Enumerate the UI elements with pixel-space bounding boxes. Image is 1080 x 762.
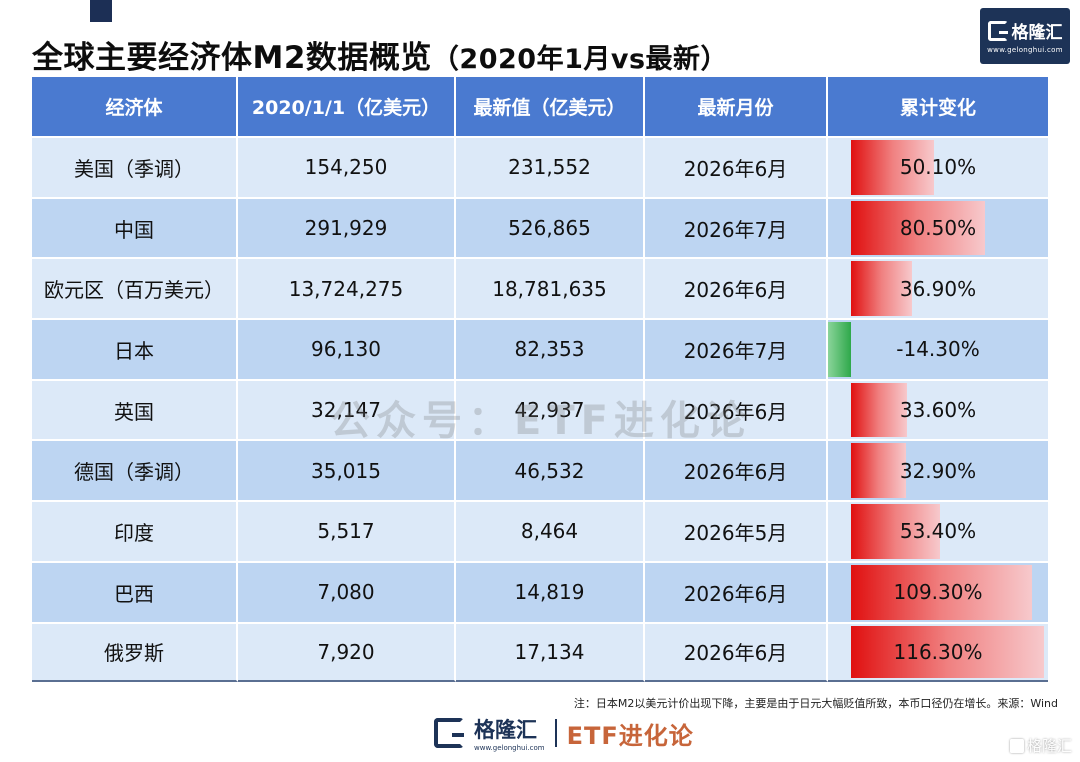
table-cell-economy: 俄罗斯 — [32, 621, 238, 683]
title-sub: （2020年1月vs最新） — [431, 44, 729, 75]
table-cell-change: 50.10% — [828, 136, 1048, 197]
table-row: 印度 5,517 8,464 2026年5月 53.40% — [32, 500, 1048, 561]
table-cell-latest: 14,819 — [456, 560, 645, 622]
table-cell-month: 2026年6月 — [645, 257, 828, 319]
table-row: 中国 291,929 526,865 2026年7月 80.50% — [32, 196, 1048, 258]
table-cell-month: 2026年7月 — [645, 318, 828, 379]
change-value: 53.40% — [899, 519, 977, 544]
corner-watermark: 格隆汇 — [1009, 735, 1072, 756]
table-row: 俄罗斯 7,920 17,134 2026年6月 116.30% — [32, 621, 1048, 683]
bottom-logo-url: www.gelonghui.com — [474, 744, 545, 752]
change-value: 116.30% — [893, 639, 983, 664]
table-header-row: 经济体 2020/1/1（亿美元） 最新值（亿美元） 最新月份 累计变化 — [32, 77, 1048, 136]
table-cell-base: 7,920 — [238, 621, 456, 683]
change-bar — [851, 200, 985, 256]
table-row: 美国（季调） 154,250 231,552 2026年6月 50.10% — [32, 136, 1048, 197]
table-cell-latest: 526,865 — [456, 196, 645, 258]
change-bar — [851, 504, 940, 559]
table-cell-economy: 德国（季调） — [32, 439, 238, 501]
table-cell-base: 5,517 — [238, 500, 456, 561]
corner-watermark-text: 格隆汇 — [1026, 737, 1072, 755]
table-cell-latest: 17,134 — [456, 621, 645, 683]
change-bar — [851, 382, 907, 438]
table-cell-base: 32,147 — [238, 378, 456, 440]
channel-name: ETF进化论 — [566, 721, 694, 750]
change-value: 109.30% — [893, 580, 983, 605]
table-cell-latest: 18,781,635 — [456, 257, 645, 319]
table-cell-economy: 英国 — [32, 378, 238, 440]
top-logo: 格隆汇 www.gelonghui.com — [980, 8, 1070, 64]
logo-divider — [554, 719, 557, 747]
column-header: 累计变化 — [828, 77, 1048, 136]
change-bar — [851, 625, 1044, 679]
table-cell-latest: 82,353 — [456, 318, 645, 379]
column-header: 最新值（亿美元） — [456, 77, 645, 136]
table-row: 英国 32,147 42,937 2026年6月 33.60% — [32, 378, 1048, 440]
table-cell-base: 13,724,275 — [238, 257, 456, 319]
table-cell-latest: 46,532 — [456, 439, 645, 501]
corner-tab-decoration — [90, 0, 112, 22]
table-cell-change: 32.90% — [828, 439, 1048, 501]
table-cell-change: 36.90% — [828, 257, 1048, 319]
table-cell-economy: 日本 — [32, 318, 238, 379]
change-value: 32.90% — [899, 458, 977, 483]
table-cell-economy: 中国 — [32, 196, 238, 258]
table-row: 欧元区（百万美元） 13,724,275 18,781,635 2026年6月 36.9… — [32, 257, 1048, 319]
table-cell-month: 2026年6月 — [645, 136, 828, 197]
table-cell-economy: 欧元区（百万美元） — [32, 257, 238, 319]
bottom-logo-brand: 格隆汇 — [474, 718, 537, 742]
table-cell-economy: 印度 — [32, 500, 238, 561]
table-cell-month: 2026年6月 — [645, 378, 828, 440]
change-bar — [851, 564, 1033, 620]
table-cell-latest: 42,937 — [456, 378, 645, 440]
bottom-logo: 格隆汇 www.gelonghui.com ETF进化论 — [434, 714, 694, 752]
table-cell-change: 33.60% — [828, 378, 1048, 440]
change-bar — [851, 140, 935, 195]
table-row: 日本 96,130 82,353 2026年7月 -14.30% — [32, 318, 1048, 379]
change-bar — [851, 443, 906, 499]
top-logo-url: www.gelonghui.com — [987, 46, 1063, 54]
table-cell-change: 116.30% — [828, 621, 1048, 683]
column-header: 最新月份 — [645, 77, 828, 136]
table-cell-change: 53.40% — [828, 500, 1048, 561]
table-cell-change: -14.30% — [828, 318, 1048, 379]
gelonghui-logo-icon — [434, 718, 464, 748]
table-cell-change: 109.30% — [828, 560, 1048, 622]
m2-table: 经济体 2020/1/1（亿美元） 最新值（亿美元） 最新月份 累计变化 美国（… — [32, 77, 1048, 683]
table-cell-latest: 8,464 — [456, 500, 645, 561]
table-cell-economy: 美国（季调） — [32, 136, 238, 197]
table-cell-base: 7,080 — [238, 560, 456, 622]
table-cell-base: 96,130 — [238, 318, 456, 379]
change-bar — [851, 261, 913, 317]
table-cell-change: 80.50% — [828, 196, 1048, 258]
footnote: 注：日本M2以美元计价出现下降，主要是由于日元大幅贬值所致，本币口径仍在增长。来… — [573, 697, 1058, 710]
table-cell-month: 2026年6月 — [645, 439, 828, 501]
page-title: 全球主要经济体M2数据概览（2020年1月vs最新） — [32, 32, 728, 77]
change-value: 33.60% — [899, 398, 977, 423]
change-value: 50.10% — [899, 155, 977, 180]
column-header: 经济体 — [32, 77, 238, 136]
title-main: 全球主要经济体M2数据概览 — [32, 40, 432, 76]
table-cell-month: 2026年7月 — [645, 196, 828, 258]
change-value: 80.50% — [899, 216, 977, 241]
change-bar — [828, 322, 851, 377]
change-value: -14.30% — [896, 337, 980, 362]
table-cell-economy: 巴西 — [32, 560, 238, 622]
table-cell-base: 154,250 — [238, 136, 456, 197]
table-cell-month: 2026年5月 — [645, 500, 828, 561]
table-cell-base: 291,929 — [238, 196, 456, 258]
table-cell-base: 35,015 — [238, 439, 456, 501]
gelonghui-logo-icon — [1009, 738, 1024, 753]
gelonghui-logo-icon — [987, 20, 1008, 41]
column-header: 2020/1/1（亿美元） — [238, 77, 456, 136]
table-row: 德国（季调） 35,015 46,532 2026年6月 32.90% — [32, 439, 1048, 501]
table-cell-month: 2026年6月 — [645, 560, 828, 622]
table-row: 巴西 7,080 14,819 2026年6月 109.30% — [32, 560, 1048, 622]
table-cell-latest: 231,552 — [456, 136, 645, 197]
top-logo-brand: 格隆汇 — [1011, 23, 1063, 43]
change-value: 36.90% — [899, 276, 977, 301]
table-cell-month: 2026年6月 — [645, 621, 828, 683]
